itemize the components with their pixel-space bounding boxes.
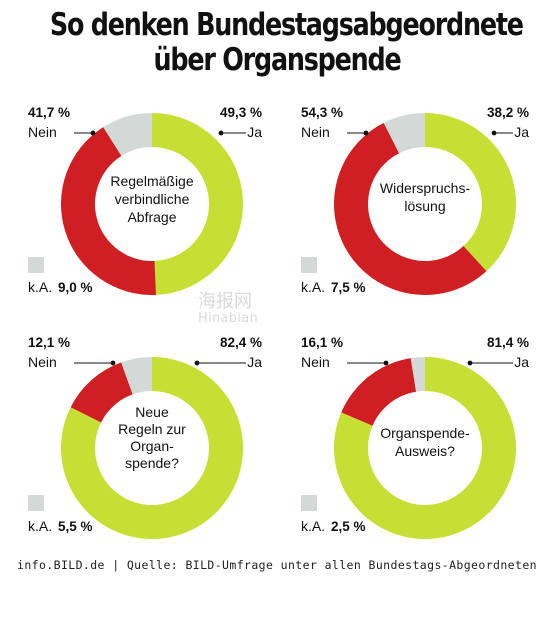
chart-1-no-value-label: 41,7 % [28,105,70,120]
page-title-line-1: So denken Bundestagsabgeordnete [49,7,524,43]
chart-2-no-leader-dot [363,130,369,136]
chart-3-no-value-label: 12,1 % [28,335,70,350]
chart-4-yes-slice [333,357,516,539]
chart-4-center-title-line-2: Ausweis? [395,443,455,459]
donut-chart-4: 16,1 % Nein 81,4 % Ja k.A. 2,5 % Organspende- A… [301,335,529,539]
chart-3-no-category-label: Nein [28,354,57,370]
chart-4-yes-leader-dot [467,360,473,366]
chart-2-yes-category-label: Ja [514,124,529,140]
donut-chart-1: 41,7 % Nein 49,3 % Ja k.A. 9,0 % Regelmäßige ve… [28,105,262,295]
chart-3-yes-value-label: 82,4 % [220,335,262,350]
chart-4-na-category-label: k.A. [301,518,325,534]
page-title-line-2: über Organspende [153,42,402,78]
chart-1-no-category-label: Nein [28,124,57,140]
chart-3-yes-category-label: Ja [247,354,262,370]
chart-3-center-title-line-2: Regeln zur [118,421,186,437]
chart-3-center-title-line-3: Organ- [130,438,174,454]
chart-4-no-value-label: 16,1 % [301,335,343,350]
chart-4-no-category-label: Nein [301,354,330,370]
chart-2-no-category-label: Nein [301,124,330,140]
chart-2-no-value-label: 54,3 % [301,105,343,120]
chart-3-no-slice [70,362,133,423]
chart-1-center-title-line-1: Regelmäßige [110,173,193,189]
chart-3-yes-leader-dot [194,360,200,366]
chart-1-yes-leader-dot [218,130,224,136]
donut-chart-2: 54,3 % Nein 38,2 % Ja k.A. 7,5 % Widerspruchs-… [301,105,529,295]
chart-4-na-slice [410,357,425,392]
chart-4-yes-value-label: 81,4 % [487,335,529,350]
chart-3-na-legend-swatch [28,495,44,511]
chart-3-na-slice [121,357,152,395]
chart-2-yes-leader-dot [491,130,497,136]
chart-1-na-value-label: 9,0 % [58,280,93,295]
chart-4-no-leader-dot [383,360,389,366]
chart-2-center-title-line-1: Widerspruchs- [380,180,471,196]
chart-4-na-value-label: 2,5 % [331,519,366,534]
chart-2-center-title-line-2: lösung [404,198,445,214]
chart-1-center-title-line-2: verbindliche [115,191,190,207]
chart-3-na-value-label: 5,5 % [58,519,93,534]
chart-3-center-title-line-1: Neue [135,404,169,420]
chart-1-yes-slice [152,113,243,295]
chart-4-yes-category-label: Ja [514,354,529,370]
chart-3-na-category-label: k.A. [28,518,52,534]
chart-1-na-category-label: k.A. [28,279,52,295]
chart-2-na-category-label: k.A. [301,279,325,295]
page-title: So denken Bundestagsabgeordnete über Org… [49,7,524,78]
chart-2-na-value-label: 7,5 % [331,280,366,295]
chart-3-yes-slice [60,357,243,539]
chart-4-no-slice [341,358,417,426]
chart-3-no-leader-dot [110,360,116,366]
chart-1-yes-value-label: 49,3 % [220,105,262,120]
source-footer: info.BILD.de | Quelle: BILD-Umfrage unte… [17,558,537,572]
chart-2-yes-value-label: 38,2 % [487,105,529,120]
chart-3-center-title-line-4: spende? [125,455,179,471]
chart-1-na-legend-swatch [28,257,44,273]
chart-4-na-legend-swatch [301,495,317,511]
chart-1-no-slice [61,127,157,295]
chart-4-center-title-line-1: Organspende- [380,425,470,441]
chart-2-na-legend-swatch [301,257,317,273]
chart-2-yes-slice [425,113,516,272]
chart-1-center-title-line-3: Abfrage [127,209,176,225]
chart-2-na-slice [383,113,425,154]
chart-2-no-slice [334,122,487,295]
chart-1-yes-category-label: Ja [247,124,262,140]
chart-1-no-leader-dot [90,130,96,136]
chart-1-na-slice [103,113,152,156]
